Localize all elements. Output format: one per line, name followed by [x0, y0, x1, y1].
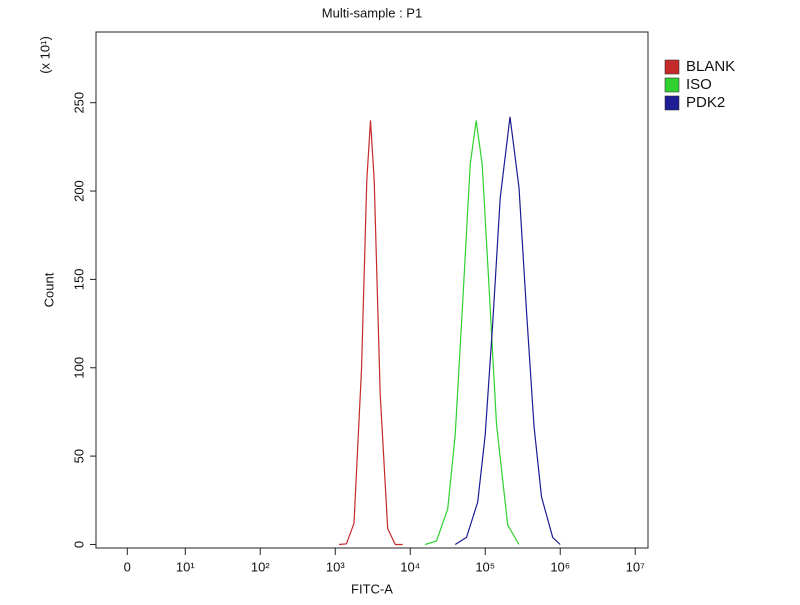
x-tick-label: 10⁶	[550, 559, 570, 574]
histogram-line	[454, 116, 561, 546]
y-tick-label: 0	[71, 541, 86, 548]
legend-label: ISO	[686, 76, 712, 93]
legend-swatch	[664, 77, 680, 93]
y-tick-label: 50	[71, 449, 86, 463]
x-axis-label: FITC-A	[351, 581, 393, 596]
y-tick-label: 250	[71, 92, 86, 114]
x-tick-label: 10⁴	[400, 559, 420, 574]
legend-label: PDK2	[686, 94, 725, 111]
x-tick-label: 10³	[326, 559, 345, 574]
legend-swatch	[664, 95, 680, 111]
x-tick-label: 10⁵	[475, 559, 495, 574]
histogram-line	[425, 120, 520, 546]
x-tick-label: 10⁷	[626, 559, 645, 574]
x-tick-label: 10²	[251, 559, 270, 574]
chart-title: Multi-sample : P1	[322, 5, 422, 20]
y-multiplier: (x 10¹)	[37, 36, 52, 74]
x-tick-label: 0	[124, 559, 131, 574]
plot-frame	[95, 31, 649, 549]
histogram-line	[338, 120, 403, 546]
x-tick-label: 10¹	[176, 559, 195, 574]
y-tick-label: 200	[71, 180, 86, 202]
y-axis-label: Count	[41, 272, 56, 307]
y-tick-label: 100	[71, 357, 86, 379]
legend-label: BLANK	[686, 58, 735, 75]
y-tick-label: 150	[71, 269, 86, 291]
legend-swatch	[664, 59, 680, 75]
